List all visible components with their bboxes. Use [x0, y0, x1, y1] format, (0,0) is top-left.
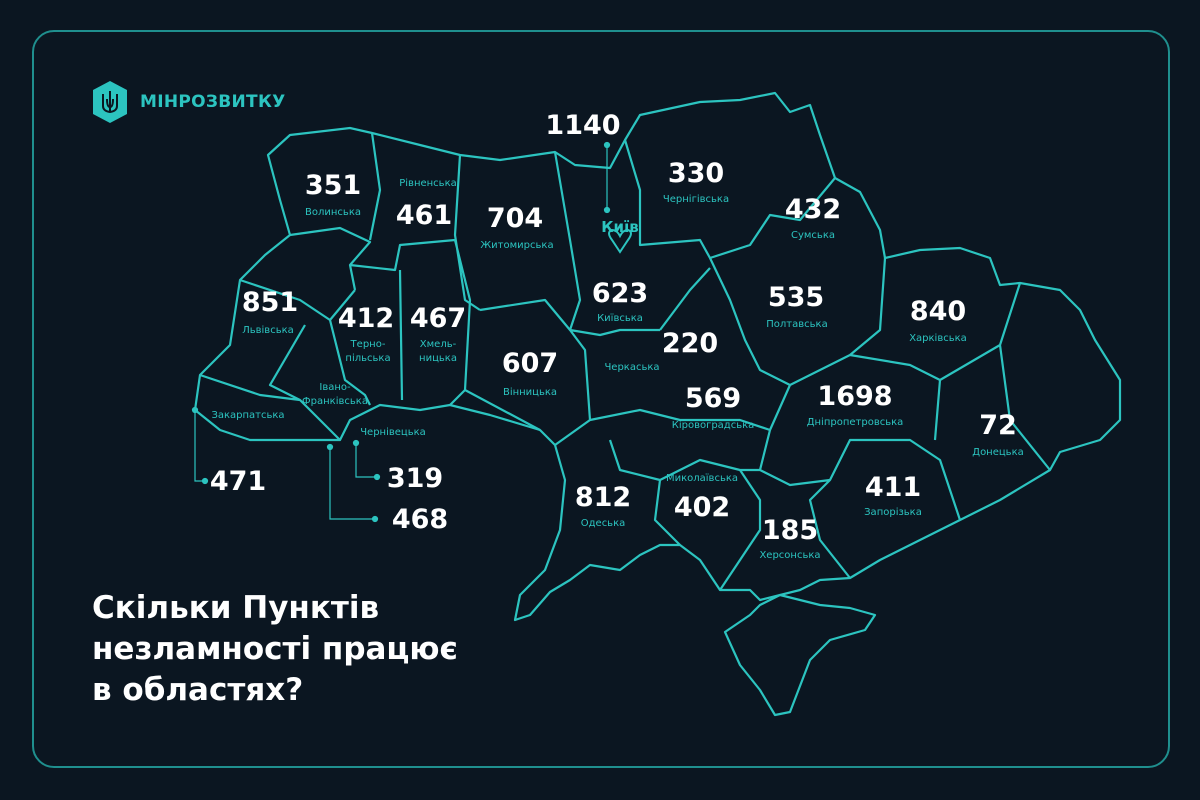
chernivetska-name: Чернівецька — [360, 427, 426, 438]
headline-line-2: незламності працює — [92, 631, 458, 667]
leader-dot — [371, 515, 379, 523]
leader-dot — [191, 406, 199, 414]
kharkivska-name: Харківська — [909, 333, 967, 344]
lvivska-name: Львівська — [242, 325, 294, 336]
khmelnytska-name-line2: ницька — [419, 352, 457, 364]
brand-name: МІНРОЗВИТКУ — [140, 92, 286, 112]
zakarpatska-value: 471 — [209, 466, 267, 497]
leader-dot — [201, 477, 209, 485]
kirovohradska-name: Кіровоградська — [671, 420, 755, 431]
brand-logo: МІНРОЗВИТКУ — [90, 80, 286, 124]
sumska-value: 432 — [784, 194, 842, 225]
zaporizka-name: Запорізька — [864, 507, 922, 518]
dnipropetrovska-value: 1698 — [817, 381, 893, 412]
mykolaivska-value: 402 — [673, 492, 731, 523]
sumska-name: Сумська — [790, 230, 836, 241]
ivanofrankivska-name-line2: Франківська — [302, 395, 368, 407]
zhytomyrska-name: Житомирська — [480, 240, 554, 251]
ternopilska-name-line1: Терно- — [350, 339, 386, 350]
vinnytska-name: Вінницька — [502, 387, 558, 398]
kirovohradska-value: 569 — [684, 383, 742, 414]
khersonska-name: Херсонська — [759, 550, 821, 561]
lvivska-value: 851 — [241, 287, 299, 318]
odeska-value: 812 — [574, 482, 632, 513]
zhytomyrska-value: 704 — [486, 203, 544, 234]
kyiv-name: Київ — [601, 218, 639, 236]
volynska-name: Волинська — [305, 207, 361, 218]
kharkivska-value: 840 — [909, 296, 967, 327]
mykolaivska-name: Миколаївська — [665, 473, 739, 484]
leader-dot — [373, 473, 381, 481]
frame-border — [32, 30, 1170, 768]
headline-line-3: в областях? — [92, 672, 304, 708]
donetska-name: Донецька — [972, 447, 1024, 458]
kyiv-heart-icon — [608, 228, 632, 254]
zakarpatska-name: Закарпатська — [211, 410, 285, 421]
chernihivska-value: 330 — [667, 158, 725, 189]
khmelnytska-value: 467 — [409, 303, 467, 334]
cherkaska-name: Черкаська — [604, 362, 660, 373]
odeska-name: Одеська — [580, 518, 626, 529]
poltavska-value: 535 — [767, 282, 825, 313]
chernivetska-value: 319 — [386, 463, 444, 494]
dnipropetrovska-name: Дніпропетровська — [806, 417, 904, 428]
donetska-value: 72 — [979, 410, 1017, 441]
zaporizka-value: 411 — [864, 472, 922, 503]
khersonska-value: 185 — [761, 515, 819, 546]
ternopilska-name: Терно-пільська — [345, 338, 390, 365]
ivanofrankivska-name-line1: Івано- — [319, 382, 351, 393]
khmelnytska-name-line1: Хмель- — [419, 339, 457, 350]
country-outline — [193, 91, 1122, 622]
vinnytska-value: 607 — [501, 348, 559, 379]
crimea-outline — [723, 593, 877, 717]
ivanofrankivska-leader-line — [329, 447, 375, 520]
trident-hexagon-icon — [93, 81, 127, 123]
headline-line-1: Скільки Пунктів — [92, 590, 380, 626]
cherkaska-value: 220 — [661, 328, 719, 359]
leader-dot — [603, 206, 611, 214]
rivnenska-value: 461 — [395, 200, 453, 231]
ternopilska-value: 412 — [337, 303, 395, 334]
ternopilska-name-line2: пільська — [345, 352, 391, 364]
volynska-value: 351 — [304, 170, 362, 201]
leader-dot — [326, 443, 334, 451]
chernihivska-name: Чернігівська — [662, 194, 730, 205]
headline: Скільки Пунктів незламності працює в обл… — [92, 588, 458, 711]
kyivska-name: Київська — [597, 313, 643, 324]
zakarpatska-leader-line — [194, 410, 205, 482]
poltavska-name: Полтавська — [766, 319, 828, 330]
kyiv-value: 1140 — [545, 110, 621, 141]
leader-dot — [603, 141, 611, 149]
rivnenska-name: Рівненська — [399, 178, 457, 189]
khmelnytska-name: Хмель-ницька — [419, 338, 457, 365]
region-borders — [199, 132, 1051, 591]
chernivetska-leader-line — [355, 443, 377, 478]
ivanofrankivska-value: 468 — [391, 504, 449, 535]
kyivska-value: 623 — [591, 278, 649, 309]
ivanofrankivska-name: Івано- Франківська — [302, 381, 368, 408]
leader-dot — [352, 439, 360, 447]
